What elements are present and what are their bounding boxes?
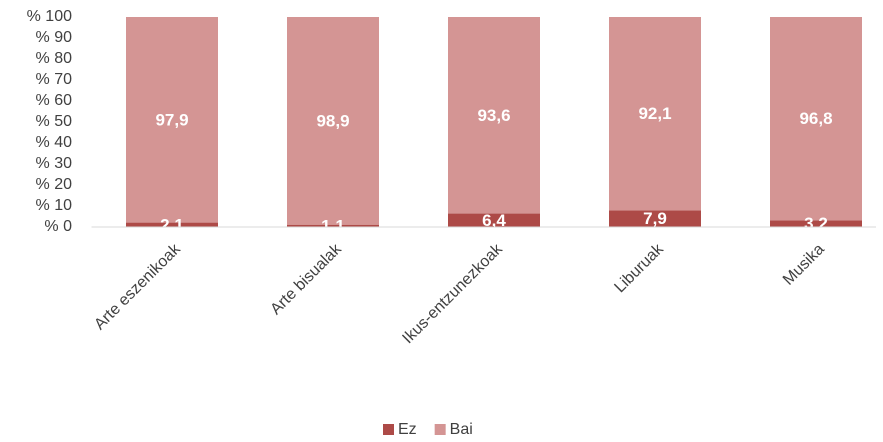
bar-segment [287, 17, 379, 225]
legend-label: Bai [450, 421, 473, 438]
legend-label: Ez [398, 421, 417, 438]
data-label: 2,1 [160, 215, 184, 234]
data-label: 96,8 [799, 109, 832, 128]
bar-segment [609, 210, 701, 227]
legend-swatch [434, 424, 446, 435]
y-tick-label: % 100 [27, 8, 72, 25]
bar-segment [609, 17, 701, 211]
y-tick-label: % 60 [36, 92, 73, 109]
bar-segment [770, 220, 862, 227]
y-tick-label: % 90 [36, 29, 73, 46]
bar-segment [448, 17, 540, 214]
y-tick-label: % 20 [36, 176, 73, 193]
y-tick-label: % 40 [36, 134, 73, 151]
x-tick-label: Musika [780, 241, 828, 289]
y-tick-label: % 30 [36, 155, 73, 172]
data-label: 92,1 [638, 104, 671, 123]
y-tick-label: % 0 [44, 218, 72, 235]
x-tick-label: Arte eszenikoak [91, 240, 184, 333]
data-label: 3,2 [804, 214, 828, 233]
x-tick-label: Arte bisualak [267, 240, 345, 318]
data-label: 93,6 [477, 106, 510, 125]
bar-segment [287, 224, 379, 227]
data-label: 98,9 [316, 111, 349, 130]
bar-segment [448, 213, 540, 227]
bar-segment [770, 17, 862, 221]
y-tick-label: % 50 [36, 113, 73, 130]
data-label: 6,4 [482, 211, 506, 230]
x-tick-label: Liburuak [611, 240, 667, 296]
data-label: 1,1 [321, 216, 345, 235]
y-tick-label: % 80 [36, 50, 73, 67]
x-tick-label: Ikus-entzunezkoak [399, 240, 506, 347]
y-tick-label: % 70 [36, 71, 73, 88]
bar-segment [126, 17, 218, 223]
y-tick-label: % 10 [36, 197, 73, 214]
legend-swatch [383, 424, 394, 435]
data-label: 97,9 [155, 110, 188, 129]
data-label: 7,9 [643, 209, 667, 228]
bar-segment [126, 222, 218, 227]
